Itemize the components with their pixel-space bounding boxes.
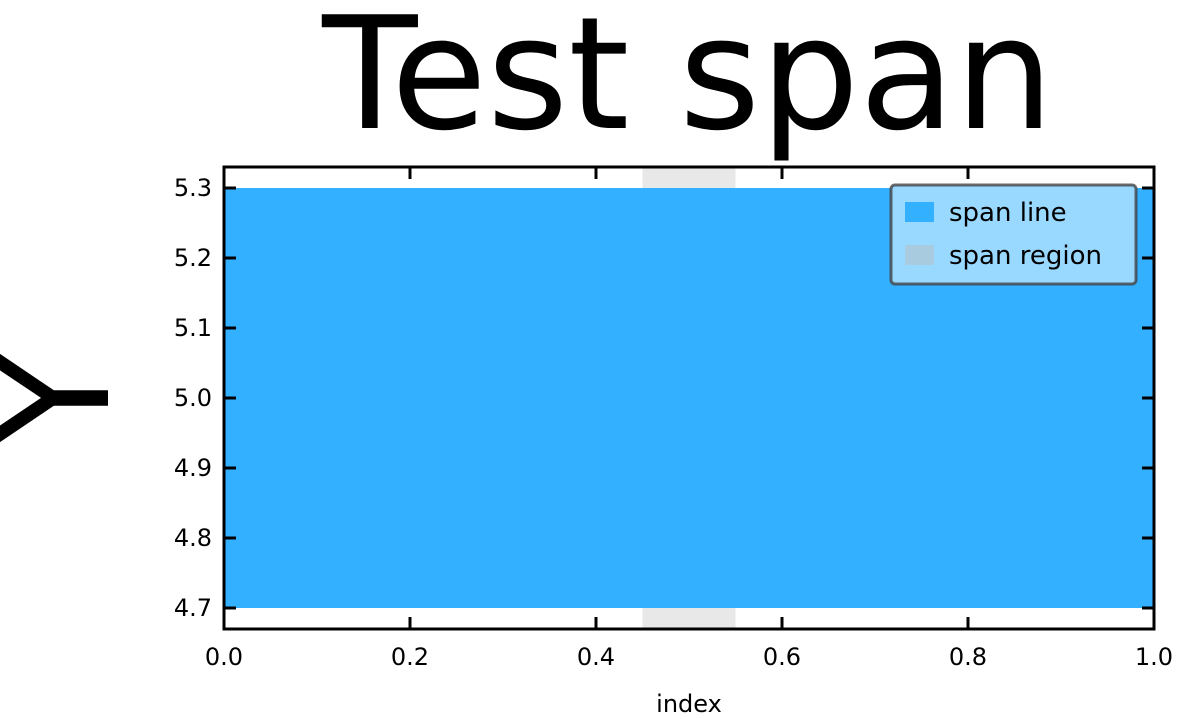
y-axis: 4.7 4.8 4.9 5.0 5.1 5.2 5.3: [174, 174, 1154, 622]
x-tick-label: 0.8: [949, 643, 987, 671]
legend-swatch-span-line: [905, 202, 934, 222]
legend-box: [889, 183, 1138, 286]
x-tick-label: 0.4: [577, 643, 615, 671]
legend-label-span-line: span line: [949, 198, 1067, 228]
y-tick-label: 5.1: [174, 314, 212, 342]
y-tick-label: 5.2: [174, 244, 212, 272]
x-tick-label: 0.2: [391, 643, 429, 671]
x-axis: 0.0 0.2 0.4 0.6 0.8 1.0: [205, 167, 1173, 671]
legend: span line span region: [889, 183, 1138, 286]
x-axis-label: index: [656, 690, 722, 718]
y-tick-label: 4.9: [174, 454, 212, 482]
y-tick-label: 5.0: [174, 384, 212, 412]
chart-title: Test span: [321, 0, 1054, 165]
legend-label-span-region: span region: [949, 241, 1102, 271]
x-tick-label: 0.6: [763, 643, 801, 671]
x-tick-label: 0.0: [205, 643, 243, 671]
y-tick-label: 4.8: [174, 524, 212, 552]
x-tick-label: 1.0: [1135, 643, 1173, 671]
y-tick-label: 4.7: [174, 594, 212, 622]
legend-swatch-span-region: [905, 245, 934, 265]
y-tick-label: 5.3: [174, 174, 212, 202]
y-axis-label: Y: [0, 350, 145, 447]
